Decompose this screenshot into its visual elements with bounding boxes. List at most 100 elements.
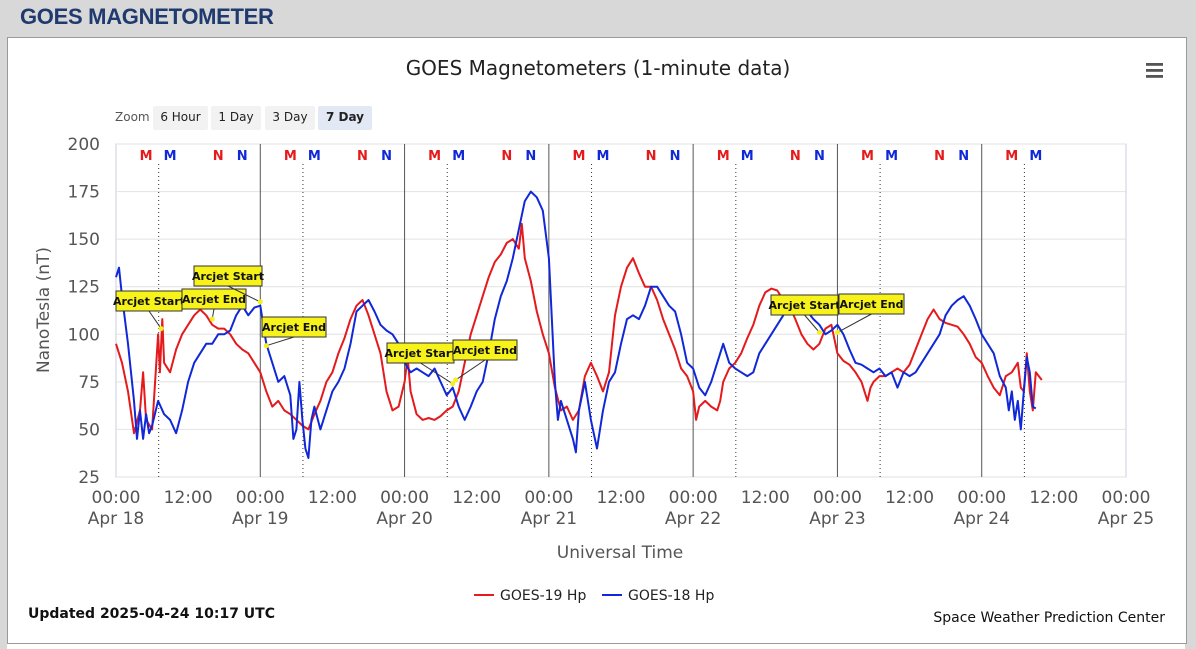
annotation-label: Arcjet End xyxy=(453,344,517,357)
annotation-connector xyxy=(455,359,486,381)
updated-timestamp: Updated 2025-04-24 10:17 UTC xyxy=(28,606,275,622)
annotation-arcjet: Arcjet End xyxy=(452,339,518,383)
x-tick-label: 00:00 xyxy=(1102,488,1151,508)
annotation-arcjet: Arcjet End xyxy=(834,293,905,335)
zoom-button-3-day[interactable]: 3 Day xyxy=(265,106,315,130)
orbit-marker-n: N xyxy=(646,149,657,164)
legend-item-goes19[interactable]: GOES-19 Hp xyxy=(474,588,586,604)
x-tick-date-label: Apr 23 xyxy=(809,509,865,529)
annotation-label: Arcjet Start xyxy=(768,299,840,312)
chart-title: GOES Magnetometers (1-minute data) xyxy=(406,56,791,80)
orbit-marker-m: M xyxy=(428,149,441,164)
x-tick-label: 12:00 xyxy=(741,488,790,508)
zoom-button-1-day[interactable]: 1 Day xyxy=(211,106,261,130)
legend-label-goes18: GOES-18 Hp xyxy=(628,588,714,604)
x-tick-date-label: Apr 22 xyxy=(665,509,721,529)
x-tick-label: 00:00 xyxy=(957,488,1006,508)
x-tick-date-label: Apr 19 xyxy=(232,509,288,529)
annotation-point xyxy=(257,299,263,305)
x-tick-label: 00:00 xyxy=(92,488,141,508)
x-tick-label: 12:00 xyxy=(597,488,646,508)
orbit-marker-n: N xyxy=(958,149,969,164)
x-tick-label: 12:00 xyxy=(308,488,357,508)
orbit-marker-n: N xyxy=(814,149,825,164)
orbit-marker-m: M xyxy=(596,149,609,164)
annotation-connector xyxy=(227,285,261,303)
annotation-point xyxy=(209,316,215,322)
x-tick-label: 12:00 xyxy=(1029,488,1078,508)
annotation-arcjet: Arcjet Start xyxy=(384,342,457,387)
hamburger-menu-icon[interactable] xyxy=(1146,63,1163,78)
x-tick-label: 00:00 xyxy=(380,488,429,508)
x-tick-date-label: Apr 24 xyxy=(953,509,1009,529)
annotation-box xyxy=(181,288,247,310)
annotation-label: Arcjet Start xyxy=(384,347,456,360)
annotation-box xyxy=(838,293,905,315)
y-tick-label: 100 xyxy=(68,325,100,345)
orbit-marker-m: M xyxy=(1005,149,1018,164)
x-tick-label: 12:00 xyxy=(885,488,934,508)
annotation-point xyxy=(158,326,164,332)
legend-item-goes18[interactable]: GOES-18 Hp xyxy=(602,588,714,604)
y-tick-label: 200 xyxy=(68,135,100,155)
x-axis-title: Universal Time xyxy=(557,543,683,563)
annotation-box xyxy=(770,294,839,316)
orbit-marker-m: M xyxy=(452,149,465,164)
svg-text:7 Day: 7 Day xyxy=(326,110,364,124)
orbit-marker-m: M xyxy=(861,149,874,164)
annotation-point xyxy=(453,377,459,383)
orbit-marker-m: M xyxy=(717,149,730,164)
annotation-label: Arcjet Start xyxy=(192,270,264,283)
annotation-label: Arcjet Start xyxy=(113,295,185,308)
annotation-connector xyxy=(420,362,453,385)
annotation-point xyxy=(816,329,822,335)
x-tick-label: 00:00 xyxy=(813,488,862,508)
svg-text:1 Day: 1 Day xyxy=(218,110,253,124)
svg-text:3 Day: 3 Day xyxy=(272,110,307,124)
annotation-box xyxy=(452,339,518,361)
annotation-box xyxy=(261,316,327,338)
x-tick-date-label: Apr 21 xyxy=(521,509,577,529)
orbit-marker-n: N xyxy=(934,149,945,164)
orbit-marker-m: M xyxy=(741,149,754,164)
x-tick-label: 00:00 xyxy=(236,488,285,508)
x-tick-label: 00:00 xyxy=(524,488,573,508)
annotation-arcjet: Arcjet Start xyxy=(768,294,841,335)
orbit-marker-n: N xyxy=(525,149,536,164)
plot-area xyxy=(115,143,1127,478)
credit-text: Space Weather Prediction Center xyxy=(933,610,1165,626)
orbit-marker-n: N xyxy=(237,149,248,164)
orbit-marker-m: M xyxy=(308,149,321,164)
orbit-marker-m: M xyxy=(572,149,585,164)
page-title: GOES MAGNETOMETER xyxy=(20,4,274,29)
annotation-connector xyxy=(266,336,295,347)
annotation-label: Arcjet End xyxy=(262,321,326,334)
orbit-marker-n: N xyxy=(381,149,392,164)
orbit-marker-n: N xyxy=(213,149,224,164)
annotation-arcjet: Arcjet Start xyxy=(192,265,264,305)
annotation-arcjet: Arcjet Start xyxy=(113,290,185,332)
annotation-connector xyxy=(804,314,820,333)
annotation-arcjet: Arcjet End xyxy=(261,316,327,349)
annotation-label: Arcjet End xyxy=(182,293,246,306)
orbit-marker-n: N xyxy=(501,149,512,164)
orbit-marker-m: M xyxy=(1029,149,1042,164)
y-tick-label: 175 xyxy=(68,183,100,203)
y-tick-label: 125 xyxy=(68,278,100,298)
legend-label-goes19: GOES-19 Hp xyxy=(500,588,586,604)
zoom-label: Zoom xyxy=(115,110,150,124)
zoom-button-6-hour[interactable]: 6 Hour xyxy=(153,106,208,130)
x-tick-label: 12:00 xyxy=(452,488,501,508)
zoom-button-7-day[interactable]: 7 Day xyxy=(318,106,372,130)
annotation-box xyxy=(193,265,263,287)
x-tick-date-label: Apr 20 xyxy=(376,509,432,529)
y-tick-label: 25 xyxy=(78,468,100,488)
x-tick-label: 00:00 xyxy=(669,488,718,508)
annotation-point xyxy=(834,329,840,335)
bottom-strip xyxy=(7,643,1185,649)
y-tick-label: 150 xyxy=(68,230,100,250)
series-line-goes18 xyxy=(115,190,1037,459)
legend: GOES-19 Hp GOES-18 Hp xyxy=(474,588,714,604)
annotation-label: Arcjet End xyxy=(840,298,904,311)
